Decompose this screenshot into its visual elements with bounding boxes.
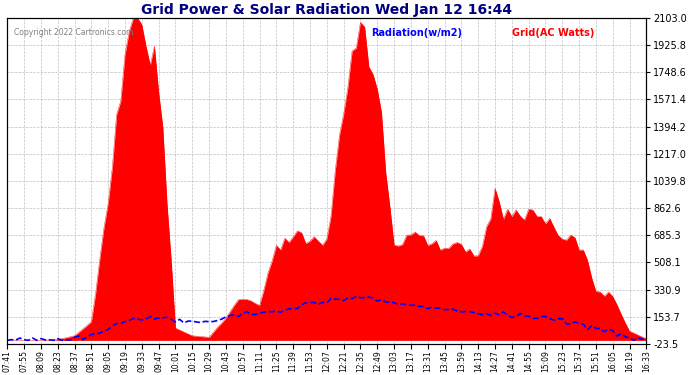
- Text: Radiation(w/m2): Radiation(w/m2): [372, 28, 462, 38]
- Title: Grid Power & Solar Radiation Wed Jan 12 16:44: Grid Power & Solar Radiation Wed Jan 12 …: [141, 3, 513, 17]
- Text: Grid(AC Watts): Grid(AC Watts): [512, 28, 595, 38]
- Text: Copyright 2022 Cartronics.com: Copyright 2022 Cartronics.com: [14, 28, 133, 37]
